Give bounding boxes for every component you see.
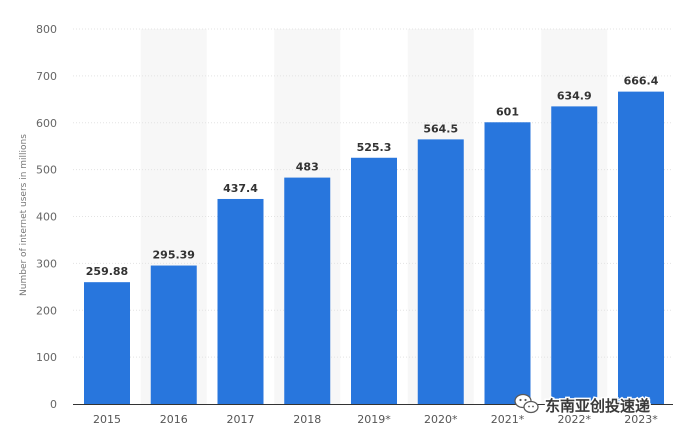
y-tick-label: 600	[36, 117, 57, 130]
bar[interactable]	[217, 198, 264, 404]
x-tick-label: 2020*	[424, 413, 458, 426]
watermark-text: 东南亚创投速递	[545, 397, 650, 415]
y-tick-label: 100	[36, 351, 57, 364]
data-label: 601	[496, 105, 519, 118]
bar[interactable]	[284, 177, 331, 404]
y-tick-label: 0	[50, 398, 57, 411]
data-label: 259.88	[86, 265, 128, 278]
y-tick-label: 500	[36, 164, 57, 177]
bar[interactable]	[551, 106, 598, 404]
wechat-icon	[514, 393, 539, 414]
data-label: 634.9	[557, 89, 592, 102]
bar[interactable]	[351, 157, 397, 404]
y-axis-ticks: 0 100 200 300 400 500 600 700 800	[36, 23, 57, 411]
y-tick-label: 700	[36, 70, 57, 83]
data-label: 666.4	[624, 75, 659, 88]
x-tick-label: 2016	[160, 413, 188, 426]
y-axis-label: Number of internet users in millions	[19, 134, 29, 296]
x-tick-label: 2021*	[491, 413, 525, 426]
data-label: 525.3	[357, 141, 392, 154]
bars	[84, 91, 664, 404]
bar[interactable]	[150, 265, 197, 404]
data-label: 295.39	[153, 249, 195, 262]
y-tick-label: 800	[36, 23, 57, 36]
data-labels: 259.88 295.39 437.4 483 525.3 564.5 601 634.9 66…	[86, 75, 659, 279]
data-label: 437.4	[223, 182, 258, 195]
x-tick-label: 2018	[293, 413, 321, 426]
y-tick-label: 400	[36, 211, 57, 224]
x-tick-label: 2019*	[357, 413, 391, 426]
bar[interactable]	[417, 139, 464, 404]
watermark: 东南亚创投速递	[514, 393, 652, 417]
y-tick-label: 200	[36, 304, 57, 317]
x-axis-ticks: 2015 2016 2017 2018 2019* 2020* 2021* 2022* 2023…	[93, 413, 658, 426]
x-tick-label: 2022*	[558, 413, 592, 426]
bar[interactable]	[484, 122, 531, 404]
x-tick-label: 2023*	[624, 413, 658, 426]
bar[interactable]	[84, 282, 130, 404]
data-label: 564.5	[423, 122, 458, 135]
y-tick-label: 300	[36, 257, 57, 270]
x-tick-label: 2017	[227, 413, 255, 426]
bar[interactable]	[618, 91, 664, 404]
data-label: 483	[296, 161, 319, 174]
x-tick-label: 2015	[93, 413, 121, 426]
